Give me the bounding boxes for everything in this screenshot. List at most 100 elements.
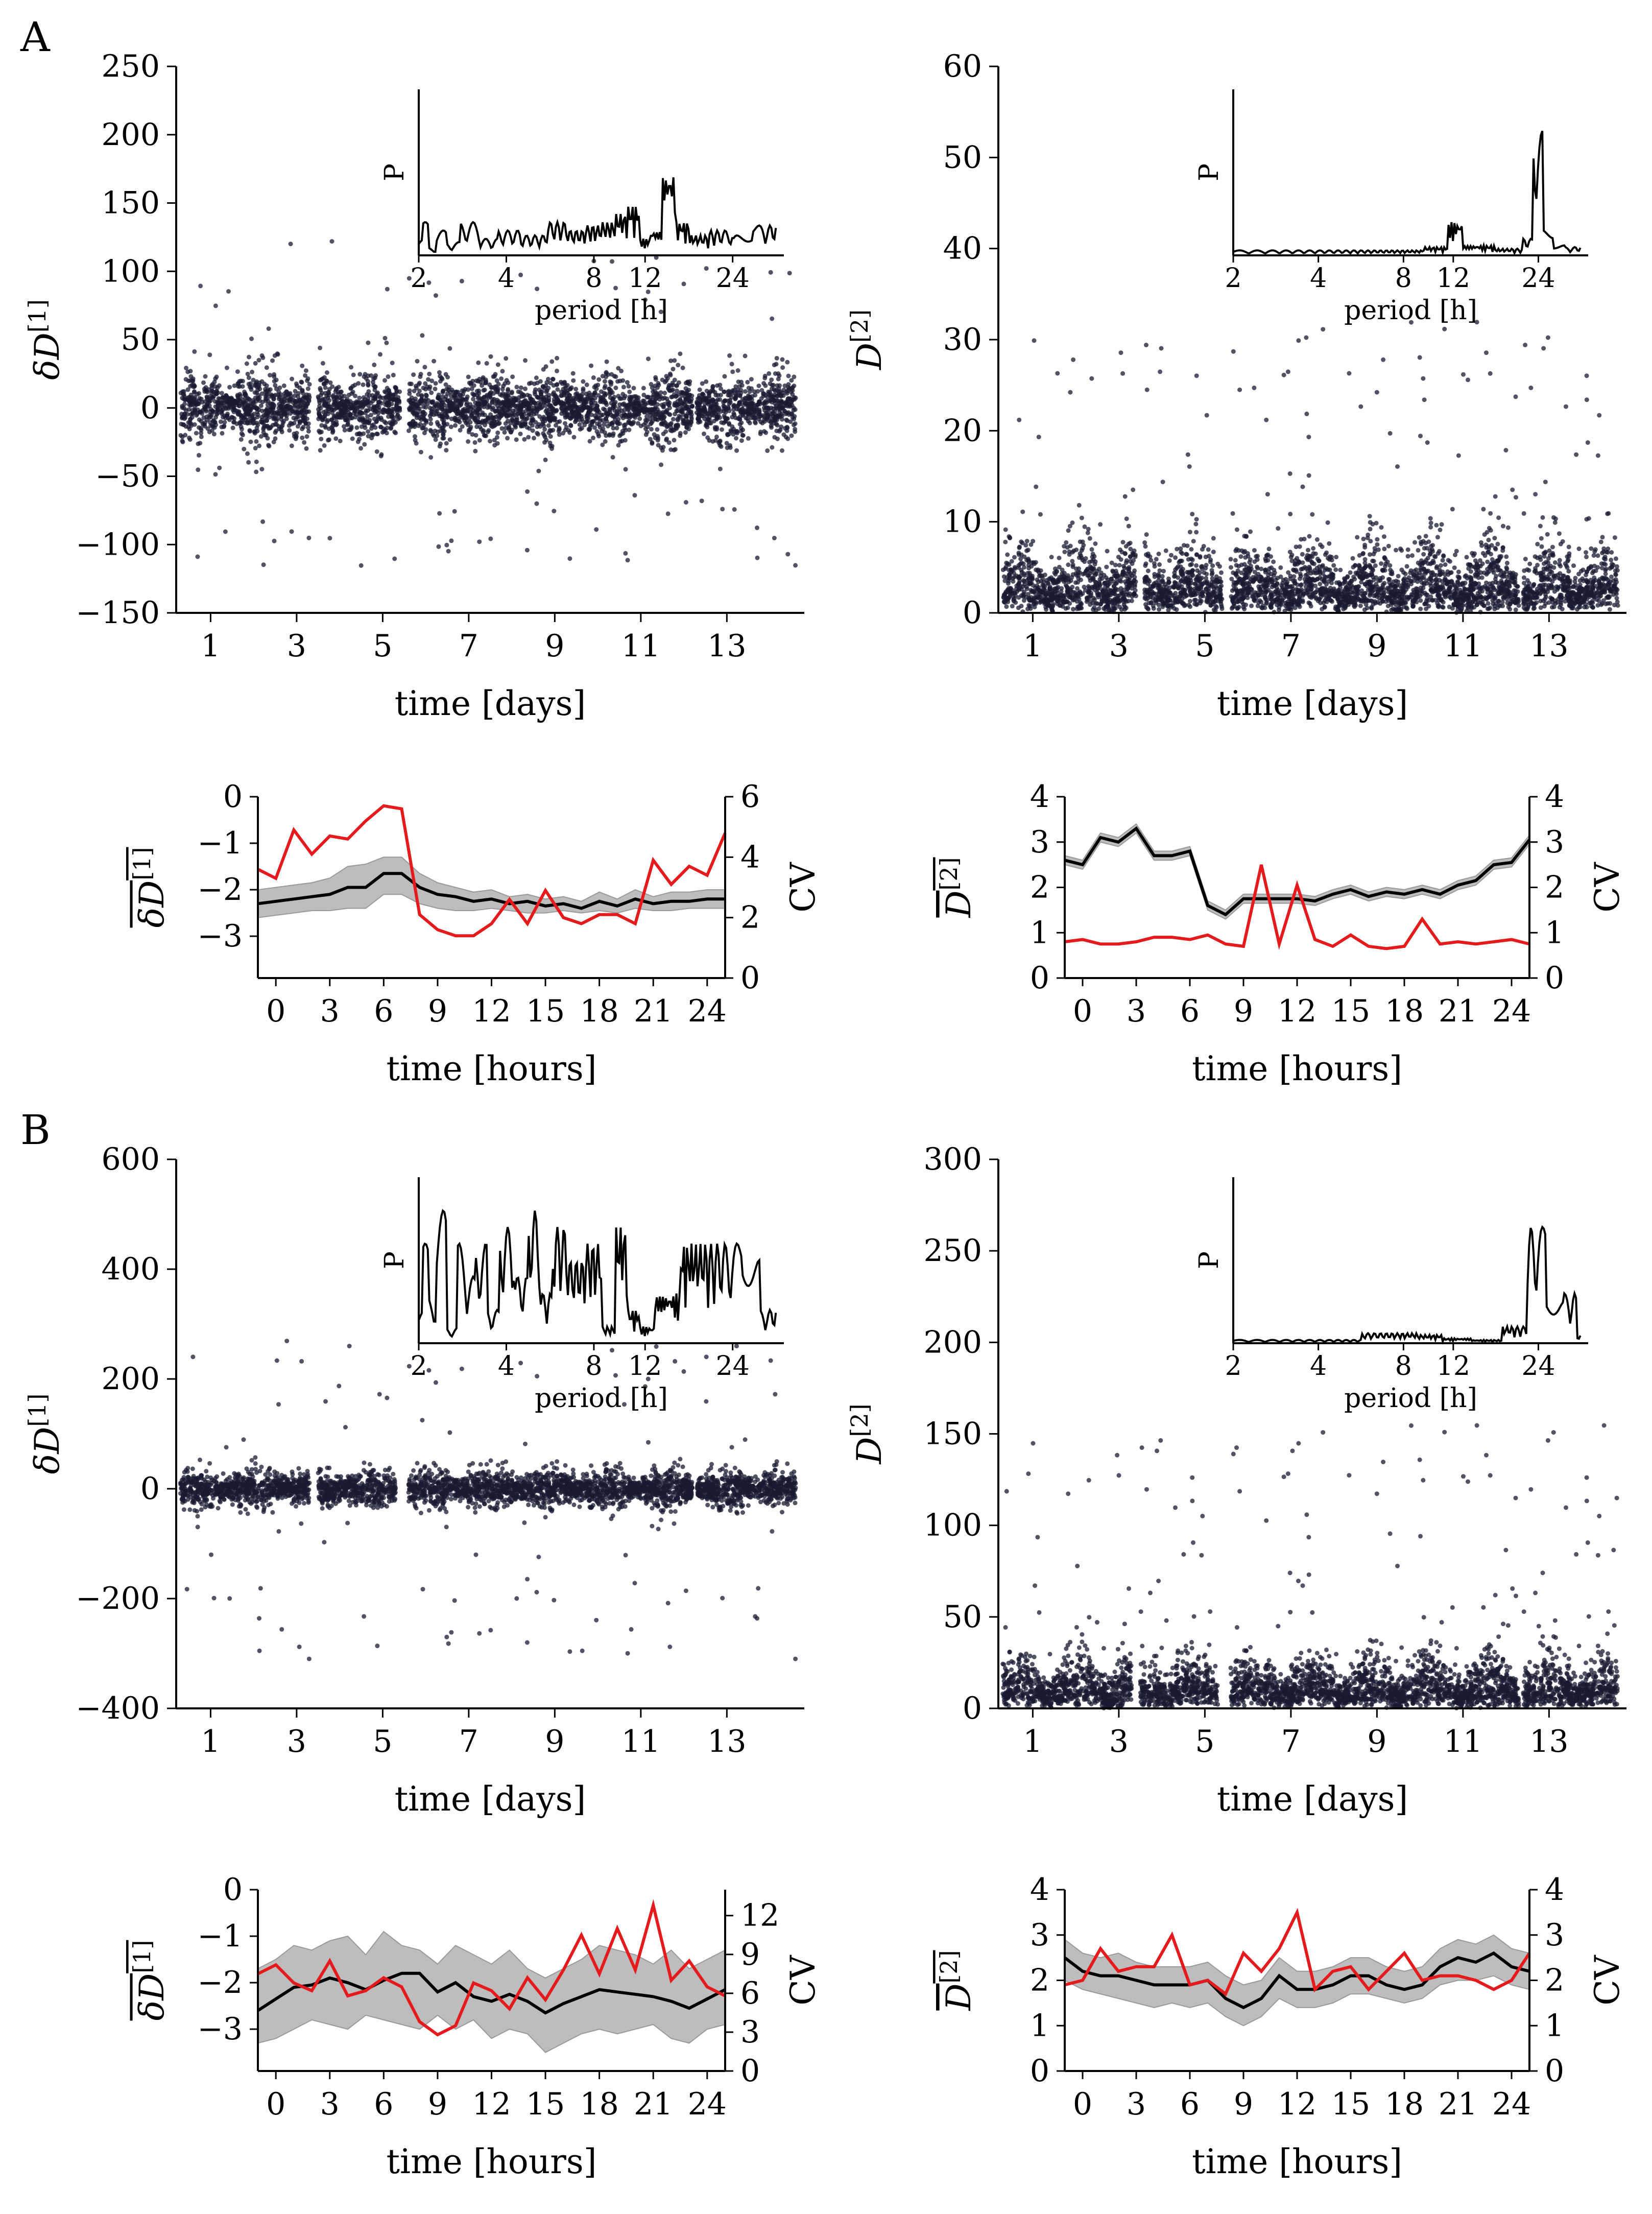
- data-point: [366, 340, 371, 345]
- data-point: [235, 393, 240, 398]
- data-point: [536, 468, 541, 473]
- y-tick-label: 250: [101, 49, 160, 84]
- data-point: [610, 259, 614, 264]
- data-point: [672, 438, 677, 443]
- data-point: [1190, 572, 1195, 577]
- data-point: [654, 391, 659, 396]
- data-point: [577, 407, 582, 412]
- data-point: [495, 403, 500, 409]
- data-point: [254, 459, 259, 464]
- data-point: [525, 393, 530, 397]
- data-point: [489, 400, 494, 405]
- data-point: [257, 443, 262, 448]
- data-point: [609, 380, 614, 385]
- data-point: [483, 380, 488, 386]
- data-point: [245, 421, 250, 426]
- data-point: [1076, 503, 1082, 508]
- data-point: [512, 399, 516, 404]
- data-point: [223, 405, 228, 410]
- data-point: [1021, 598, 1026, 603]
- x-tick-label: 13: [707, 628, 746, 664]
- data-point: [224, 365, 229, 370]
- data-point: [610, 433, 615, 438]
- data-point: [436, 412, 441, 416]
- data-point: [1200, 547, 1205, 552]
- data-point: [476, 420, 482, 425]
- data-point: [1152, 572, 1157, 577]
- data-point: [1158, 369, 1163, 374]
- data-point: [1178, 546, 1183, 551]
- data-point: [708, 421, 713, 425]
- data-point: [1088, 599, 1093, 604]
- data-point: [1099, 599, 1105, 604]
- data-point: [214, 374, 219, 379]
- data-point: [432, 433, 437, 438]
- data-point: [467, 405, 472, 410]
- data-point: [1213, 599, 1218, 604]
- data-point: [1119, 550, 1124, 555]
- data-point: [1017, 417, 1022, 422]
- data-point: [1188, 599, 1192, 604]
- data-point: [510, 374, 515, 379]
- data-point: [428, 421, 434, 426]
- data-point: [698, 407, 703, 412]
- data-point: [1073, 571, 1079, 576]
- data-point: [772, 536, 777, 540]
- data-point: [366, 429, 371, 434]
- data-point: [1188, 562, 1193, 567]
- data-point: [1116, 555, 1121, 560]
- data-point: [1037, 589, 1042, 594]
- data-point: [495, 362, 500, 367]
- data-point: [195, 392, 200, 397]
- data-point: [489, 423, 494, 428]
- data-point: [356, 381, 361, 386]
- data-point: [349, 365, 353, 370]
- data-point: [433, 387, 438, 391]
- data-point: [1166, 576, 1171, 581]
- data-point: [686, 407, 691, 412]
- data-point: [304, 396, 309, 401]
- data-point: [1194, 373, 1199, 378]
- data-point: [507, 427, 512, 432]
- data-point: [220, 395, 225, 400]
- data-point: [265, 402, 270, 407]
- data-point: [714, 406, 719, 411]
- data-point: [303, 368, 308, 373]
- data-point: [1079, 515, 1084, 520]
- data-point: [382, 389, 387, 394]
- data-point: [536, 432, 541, 437]
- data-point: [1167, 558, 1172, 563]
- data-point: [551, 410, 556, 415]
- data-point: [758, 419, 763, 424]
- data-point: [676, 422, 681, 427]
- data-point: [1120, 540, 1126, 545]
- data-point: [1091, 566, 1095, 572]
- data-point: [502, 430, 507, 435]
- data-point: [780, 406, 785, 411]
- data-point: [330, 384, 335, 389]
- data-point: [202, 387, 207, 392]
- data-point: [1082, 524, 1087, 529]
- data-point: [1001, 592, 1007, 598]
- y-tick-label: 100: [101, 253, 160, 289]
- data-point: [440, 407, 445, 412]
- data-point: [471, 383, 476, 388]
- data-point: [386, 374, 391, 379]
- data-point: [1017, 544, 1022, 550]
- data-point: [774, 362, 779, 367]
- data-point: [449, 416, 454, 421]
- data-point: [767, 371, 772, 376]
- data-point: [1076, 566, 1082, 571]
- data-point: [589, 363, 594, 368]
- data-point: [1185, 452, 1190, 457]
- data-point: [762, 419, 767, 424]
- data-point: [492, 374, 497, 379]
- data-point: [573, 387, 579, 392]
- data-point: [248, 381, 253, 386]
- data-point: [1055, 371, 1060, 376]
- data-point: [780, 365, 785, 370]
- data-point: [596, 377, 602, 382]
- data-point: [1150, 596, 1155, 600]
- data-point: [705, 424, 710, 430]
